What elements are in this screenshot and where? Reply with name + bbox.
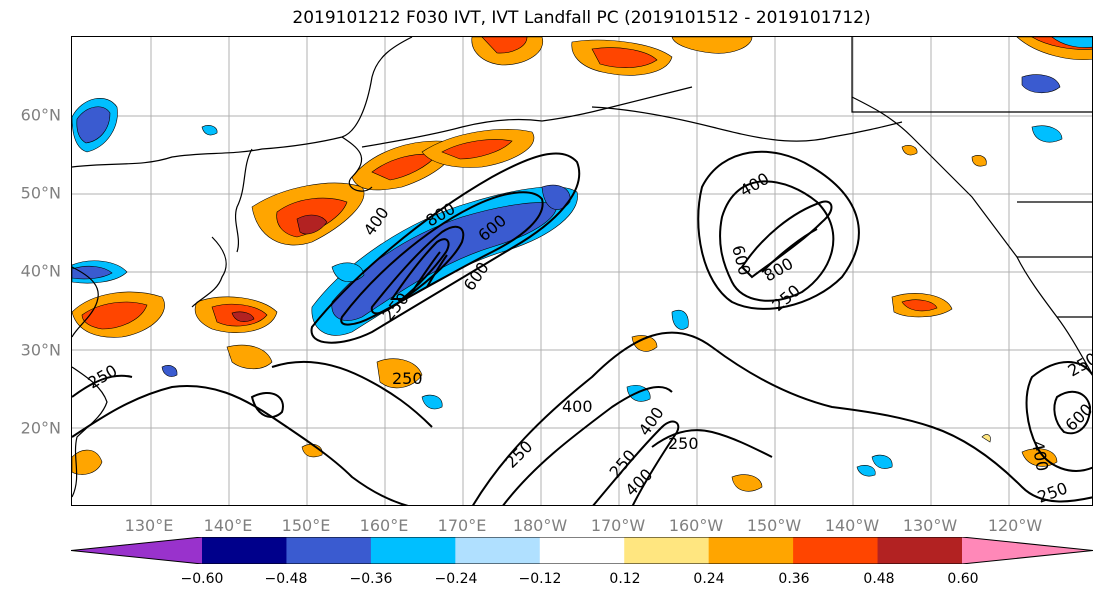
lon-label: 170°E bbox=[437, 516, 487, 535]
lon-label: 150°W bbox=[746, 516, 802, 535]
contour-label: 250 bbox=[85, 361, 121, 393]
colorbar-tick: −0.24 bbox=[434, 571, 478, 587]
lon-label: 170°W bbox=[590, 516, 646, 535]
colorbar bbox=[71, 537, 1093, 564]
lon-label: 150°E bbox=[281, 516, 331, 535]
lon-label: 130°W bbox=[902, 516, 958, 535]
contour-label: 400 bbox=[737, 169, 773, 201]
colorbar-swatch bbox=[962, 537, 1093, 564]
colorbar-tick: 0.24 bbox=[693, 571, 725, 587]
colorbar-swatch bbox=[539, 537, 625, 564]
lon-label: 180°W bbox=[512, 516, 568, 535]
lon-label: 160°E bbox=[359, 516, 409, 535]
lon-label: 140°W bbox=[824, 516, 880, 535]
colorbar-swatch bbox=[793, 537, 879, 564]
ivt-contours bbox=[72, 150, 1092, 505]
contour-label: 250 bbox=[668, 434, 699, 453]
contour-label: 250 bbox=[392, 369, 423, 388]
lon-label: 140°E bbox=[203, 516, 253, 535]
pc-shading bbox=[72, 37, 1092, 492]
contour-label: 250 bbox=[1065, 349, 1094, 381]
colorbar-tick: 0.48 bbox=[863, 571, 895, 587]
coastlines bbox=[72, 37, 1092, 498]
lon-label: 130°E bbox=[124, 516, 174, 535]
colorbar-tick: 0.36 bbox=[778, 571, 810, 587]
contour-label: 250 bbox=[501, 437, 536, 472]
lat-label: 60°N bbox=[20, 105, 61, 125]
colorbar-tick: −0.36 bbox=[349, 571, 393, 587]
lat-label: 50°N bbox=[20, 183, 61, 203]
colorbar-tick: −0.48 bbox=[264, 571, 308, 587]
contour-label: 400 bbox=[635, 403, 668, 439]
map-title: 2019101212 F030 IVT, IVT Landfall PC (20… bbox=[292, 8, 871, 28]
colorbar-swatches bbox=[71, 537, 1093, 564]
lon-label: 120°W bbox=[987, 516, 1043, 535]
colorbar-swatch bbox=[286, 537, 372, 564]
lat-label: 20°N bbox=[20, 418, 61, 438]
lat-label: 30°N bbox=[20, 340, 61, 360]
colorbar-swatch bbox=[624, 537, 710, 564]
colorbar-swatch bbox=[370, 537, 456, 564]
map-canvas: 250 400 600 800 250 250 400 600 800 250 … bbox=[72, 37, 1094, 505]
colorbar-tick: 0.12 bbox=[609, 571, 641, 587]
map-panel: 250 400 600 800 250 250 400 600 800 250 … bbox=[71, 36, 1093, 506]
colorbar-tick: −0.60 bbox=[180, 571, 224, 587]
colorbar-swatch bbox=[877, 537, 963, 564]
colorbar-tick: 0.60 bbox=[947, 571, 979, 587]
contour-label: 400 bbox=[1028, 439, 1052, 472]
colorbar-swatch bbox=[71, 537, 202, 564]
lat-label: 40°N bbox=[20, 261, 61, 281]
colorbar-swatch bbox=[708, 537, 794, 564]
contour-label: 400 bbox=[360, 203, 393, 239]
contour-label: 250 bbox=[768, 281, 804, 315]
colorbar-tick: −0.12 bbox=[518, 571, 562, 587]
lon-label: 160°W bbox=[668, 516, 724, 535]
colorbar-swatch bbox=[202, 537, 287, 564]
contour-label: 600 bbox=[1061, 400, 1093, 435]
contour-label: 400 bbox=[562, 397, 593, 416]
colorbar-swatch bbox=[455, 537, 541, 564]
